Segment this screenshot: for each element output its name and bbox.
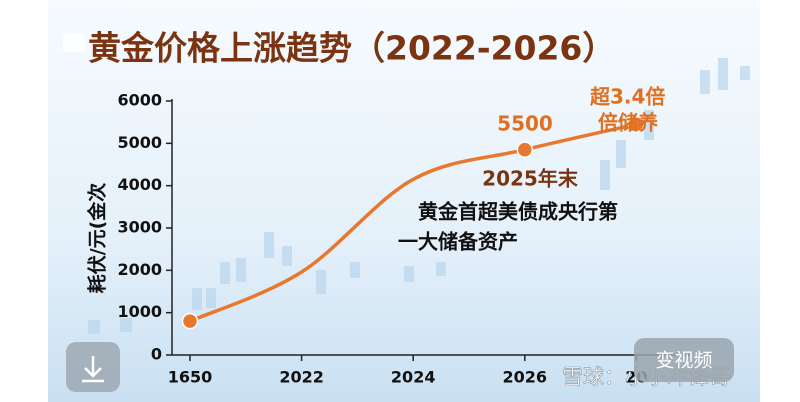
annotation: 倍储养: [598, 111, 658, 135]
y-tick-label: 4000: [117, 175, 162, 194]
x-tick-label: 2026: [503, 368, 548, 387]
x-tick-label: 2024: [391, 368, 436, 387]
download-icon: [82, 356, 104, 383]
annotation: 一大储备资产: [398, 230, 518, 254]
annotation: 黄金首超美债成央行第: [418, 200, 618, 224]
annotation: 2025年末: [482, 167, 579, 191]
y-tick-label: 1000: [117, 302, 162, 321]
annotation: 5500: [497, 112, 553, 136]
y-tick-label: 3000: [117, 218, 162, 237]
y-tick-label: 2000: [117, 260, 162, 279]
download-button[interactable]: [66, 342, 120, 392]
x-tick-label: 1650: [168, 368, 213, 387]
x-tick-label: 2022: [279, 368, 324, 387]
decor-candles: [88, 58, 750, 334]
video-button-bg[interactable]: [634, 338, 734, 382]
price-line: [189, 122, 637, 323]
y-tick-label: 5000: [117, 133, 162, 152]
price-marker: [516, 141, 534, 158]
video-button-label[interactable]: 变视频: [655, 350, 712, 372]
annotation: 超3.4倍: [589, 85, 665, 109]
price-marker: [628, 116, 645, 133]
y-axis-label: 耗伏/元(金次: [86, 183, 109, 294]
video-button[interactable]: 变视频: [634, 338, 734, 382]
y-tick-label: 6000: [117, 91, 162, 110]
chart-title: 黄金价格上涨趋势（2022-2026）: [88, 29, 615, 68]
price-marker: [181, 312, 199, 330]
y-tick-label: 0: [151, 345, 162, 364]
image-bg: [48, 0, 760, 402]
decor: [63, 34, 85, 52]
